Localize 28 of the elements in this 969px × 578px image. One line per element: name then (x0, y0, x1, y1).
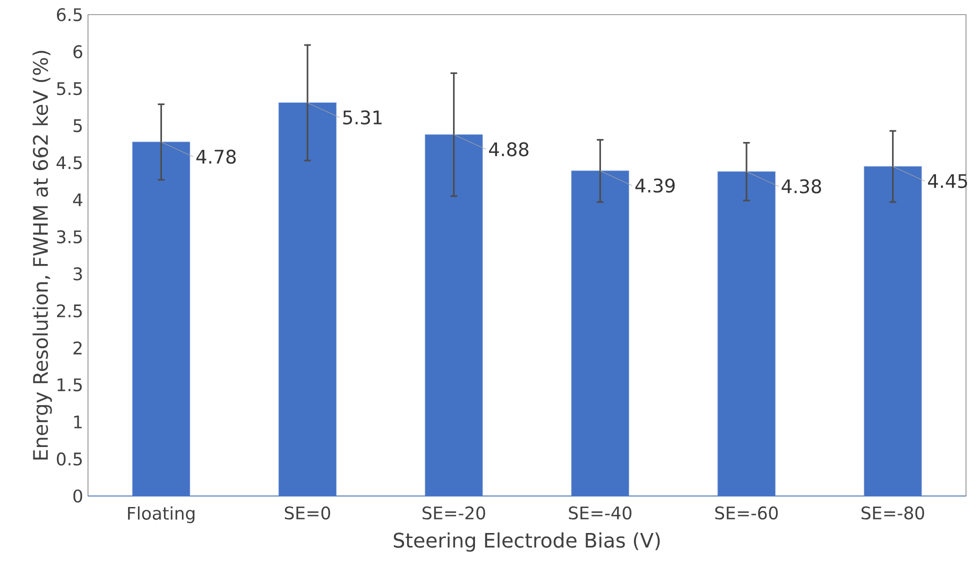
x-tick-label: SE=-20 (422, 506, 486, 520)
data-label: 4.39 (635, 178, 675, 193)
x-tick-label: Floating (128, 506, 194, 524)
data-label: 4.38 (782, 179, 822, 194)
x-axis-title: Steering Electrode Bias (V) (394, 532, 660, 552)
y-tick-label: 4.5 (56, 156, 82, 170)
y-tick-label: 5.5 (57, 82, 82, 96)
y-tick-label: 5 (74, 119, 82, 132)
y-tick-label: 4 (73, 193, 82, 206)
data-label: 5.31 (343, 110, 382, 125)
x-tick-label: SE=0 (284, 506, 330, 520)
data-label: 4.45 (928, 174, 968, 188)
y-tick-label: 0 (73, 489, 82, 503)
y-tick-label: 1 (74, 416, 82, 428)
x-tick-label: SE=-40 (568, 506, 632, 520)
y-tick-label: 3 (74, 267, 82, 280)
y-tick-label: 6 (73, 45, 82, 58)
y-tick-label: 0.5 (56, 452, 82, 466)
x-tick-label: SE=-60 (715, 506, 778, 520)
y-axis-title: Energy Resolution, FWHM at 662 keV (%) (32, 50, 52, 460)
y-tick-label: 2 (74, 341, 82, 354)
y-tick-label: 2.5 (57, 304, 82, 318)
x-tick-label: SE=-80 (862, 506, 924, 520)
y-tick-label: 6.5 (56, 8, 82, 22)
y-tick-label: 1.5 (58, 378, 82, 392)
y-tick-label: 3.5 (57, 230, 82, 244)
data-label: 4.88 (489, 142, 528, 156)
data-label: 4.78 (196, 150, 236, 164)
